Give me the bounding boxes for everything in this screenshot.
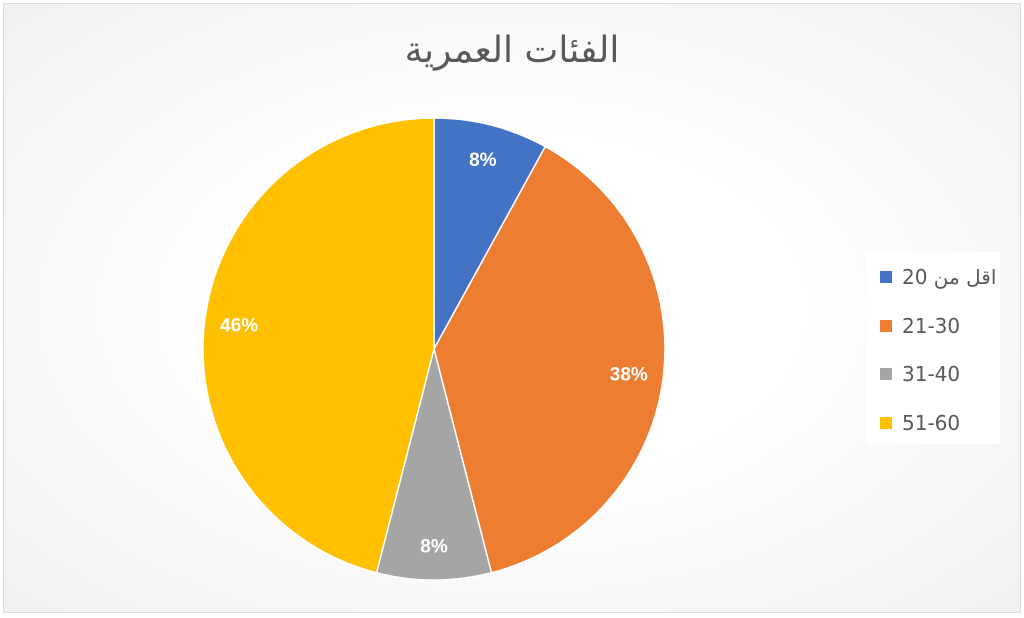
legend-item: اقل من 20 bbox=[880, 265, 996, 289]
legend-swatch bbox=[880, 319, 892, 332]
legend-swatch bbox=[880, 368, 892, 380]
legend-item: 51-60 bbox=[880, 411, 960, 435]
data-label: 8% bbox=[420, 536, 448, 557]
pie-slice bbox=[375, 348, 493, 581]
legend-label: 31-40 bbox=[902, 362, 961, 386]
pie-slice bbox=[202, 117, 435, 574]
legend-label: 21-30 bbox=[902, 313, 961, 338]
pie-slice bbox=[433, 145, 666, 574]
legend-swatch bbox=[880, 416, 892, 429]
legend-item: 31-40 bbox=[880, 362, 960, 386]
data-label: 38% bbox=[610, 365, 648, 386]
chart-title: الفئات العمرية bbox=[404, 30, 620, 71]
legend-item: 21-30 bbox=[880, 314, 960, 338]
data-label: 8% bbox=[469, 150, 497, 171]
pie-slice bbox=[433, 117, 547, 350]
data-label: 46% bbox=[220, 315, 258, 336]
legend-swatch bbox=[880, 271, 892, 283]
legend-label: اقل من 20 bbox=[902, 265, 997, 289]
legend: اقل من 20 21-30 31-40 51-60 bbox=[866, 252, 1000, 444]
legend-label: 51-60 bbox=[902, 410, 961, 435]
